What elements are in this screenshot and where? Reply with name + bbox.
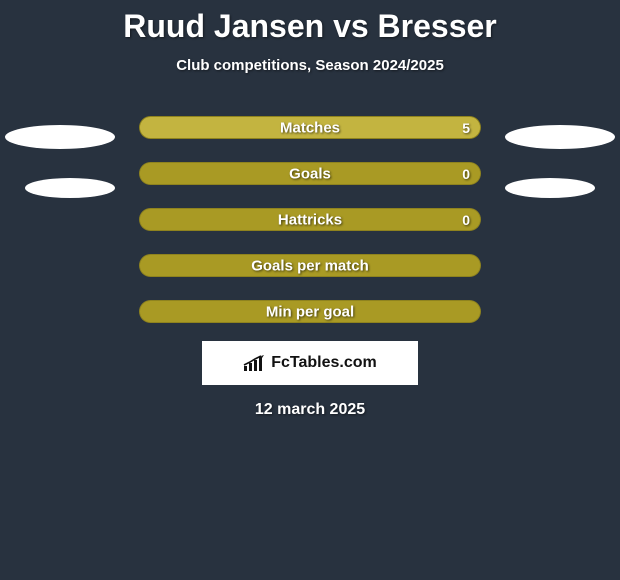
stat-label: Hattricks (278, 211, 342, 228)
stat-bar: Goals 0 (139, 162, 481, 185)
stat-bar: Matches 5 (139, 116, 481, 139)
stat-label: Min per goal (266, 303, 354, 320)
stat-value: 0 (462, 212, 470, 228)
bars-growth-icon (243, 354, 265, 372)
stat-row: Goals per match (0, 254, 620, 277)
infographic-container: Ruud Jansen vs Bresser Club competitions… (0, 0, 620, 419)
date-label: 12 march 2025 (255, 401, 365, 419)
comparison-chart: Matches 5 Goals 0 Hattricks 0 Goals per … (0, 116, 620, 323)
stat-row: Matches 5 (0, 116, 620, 139)
subtitle: Club competitions, Season 2024/2025 (176, 57, 444, 74)
stat-row: Goals 0 (0, 162, 620, 185)
page-title: Ruud Jansen vs Bresser (123, 8, 497, 45)
stat-row: Hattricks 0 (0, 208, 620, 231)
stat-row: Min per goal (0, 300, 620, 323)
stat-bar: Min per goal (139, 300, 481, 323)
stat-bar: Goals per match (139, 254, 481, 277)
stat-bar: Hattricks 0 (139, 208, 481, 231)
branding-badge: FcTables.com (202, 341, 418, 385)
stat-label: Goals per match (251, 257, 369, 274)
stat-label: Goals (289, 165, 331, 182)
stat-label: Matches (280, 119, 340, 136)
stat-value: 0 (462, 166, 470, 182)
branding-text: FcTables.com (271, 354, 377, 372)
stat-value: 5 (462, 120, 470, 136)
